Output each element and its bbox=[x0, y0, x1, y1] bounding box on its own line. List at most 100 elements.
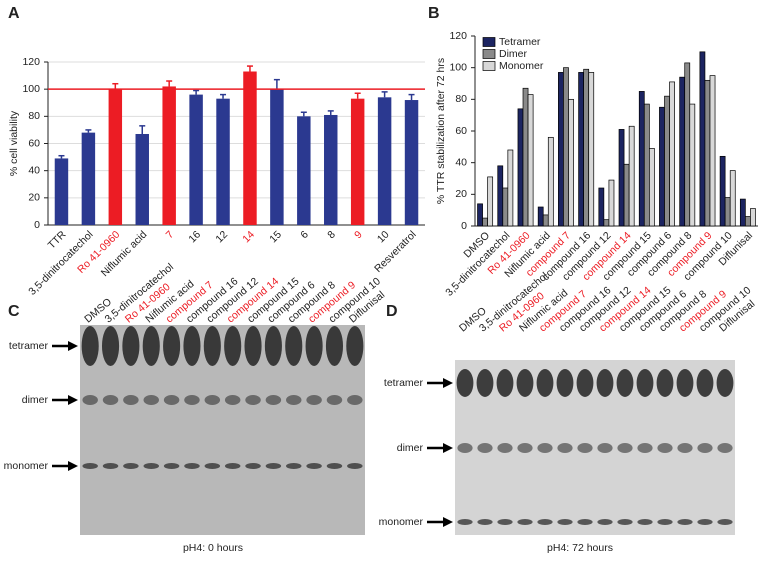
gel-band bbox=[616, 369, 634, 397]
y-tick-label: 120 bbox=[22, 56, 40, 68]
gel-band bbox=[286, 463, 302, 469]
gel-caption: pH4: 72 hours bbox=[547, 542, 613, 554]
gel-band bbox=[556, 369, 574, 397]
gel-band bbox=[457, 519, 473, 525]
bar bbox=[739, 198, 746, 227]
gel-band bbox=[476, 369, 494, 397]
bar bbox=[497, 165, 504, 227]
gel-band bbox=[285, 326, 303, 366]
gel-band bbox=[306, 463, 322, 469]
y-tick-label: 80 bbox=[455, 93, 467, 105]
gel-band bbox=[204, 395, 221, 405]
arrow-head bbox=[443, 517, 453, 527]
x-tick-label: 12 bbox=[213, 228, 230, 245]
legend-swatch bbox=[482, 61, 496, 71]
gel-band bbox=[326, 395, 343, 405]
gel-band bbox=[456, 369, 474, 397]
bar bbox=[522, 87, 529, 227]
gel-band bbox=[677, 443, 693, 453]
gel-band bbox=[557, 519, 573, 525]
gel-band bbox=[245, 395, 261, 405]
bar bbox=[709, 75, 716, 227]
bar bbox=[350, 98, 365, 225]
gel-band bbox=[102, 395, 119, 405]
x-tick-label: 6 bbox=[298, 228, 311, 241]
gel-band bbox=[224, 463, 241, 469]
gel-background bbox=[80, 325, 365, 535]
bar bbox=[482, 217, 488, 227]
bar bbox=[324, 114, 338, 225]
y-tick-label: 120 bbox=[449, 30, 467, 42]
bar bbox=[724, 197, 731, 227]
gel-band bbox=[657, 519, 673, 525]
x-tick-label: 15 bbox=[267, 228, 284, 245]
legend-swatch bbox=[482, 37, 496, 47]
gel-band bbox=[163, 463, 180, 469]
x-tick-label: 7 bbox=[164, 228, 177, 241]
gel-band bbox=[265, 395, 282, 405]
legend-label: Monomer bbox=[499, 60, 544, 72]
gel-band bbox=[123, 463, 139, 469]
arrow-head bbox=[68, 461, 78, 471]
y-axis-title: % cell viability bbox=[8, 110, 20, 176]
gel-band bbox=[577, 519, 593, 525]
gel-band bbox=[346, 326, 364, 366]
row-label: dimer bbox=[397, 442, 424, 454]
gel-band bbox=[286, 395, 302, 405]
legend-label: Tetramer bbox=[499, 36, 541, 48]
bar bbox=[659, 106, 665, 227]
gel-band bbox=[557, 443, 573, 453]
gel-band bbox=[184, 463, 200, 469]
gel-band bbox=[677, 519, 693, 525]
gel-band bbox=[457, 443, 473, 453]
gel-band bbox=[245, 463, 261, 469]
x-tick-label: TTR bbox=[46, 228, 69, 251]
bar bbox=[377, 97, 392, 225]
gel-band bbox=[617, 443, 633, 453]
gel-band bbox=[143, 395, 159, 405]
gel-band bbox=[347, 463, 363, 469]
y-tick-label: 0 bbox=[34, 219, 40, 231]
bar bbox=[563, 67, 569, 227]
y-tick-label: 40 bbox=[455, 156, 467, 168]
gel-band bbox=[244, 326, 262, 366]
gel-band bbox=[184, 395, 200, 405]
gel-band bbox=[636, 369, 654, 397]
bar bbox=[750, 208, 756, 227]
row-label: tetramer bbox=[384, 377, 424, 389]
gel-band bbox=[325, 326, 344, 366]
x-tick-label: 16 bbox=[186, 228, 203, 245]
bar bbox=[189, 94, 203, 225]
gel-band bbox=[224, 326, 242, 366]
bar bbox=[527, 94, 534, 227]
gel-band bbox=[576, 369, 594, 397]
legend-label: Dimer bbox=[499, 48, 528, 60]
gel-band bbox=[577, 443, 593, 453]
gel-band bbox=[597, 519, 613, 525]
y-tick-label: 0 bbox=[461, 220, 467, 232]
arrow-head bbox=[68, 395, 78, 405]
bar bbox=[243, 71, 257, 225]
row-label: dimer bbox=[22, 394, 49, 406]
gel-band bbox=[203, 326, 221, 366]
gel-band bbox=[122, 326, 140, 366]
x-tick-label: 9 bbox=[352, 228, 365, 241]
arrow-head bbox=[443, 378, 453, 388]
gel-band bbox=[163, 326, 181, 366]
bar bbox=[487, 176, 494, 227]
gel-band bbox=[516, 369, 534, 397]
gel-band bbox=[183, 326, 201, 366]
gel-band bbox=[676, 369, 694, 397]
bar bbox=[547, 136, 554, 227]
gel-band bbox=[657, 443, 673, 453]
gel-band bbox=[717, 519, 733, 525]
bar bbox=[502, 187, 509, 227]
bar bbox=[270, 89, 284, 226]
x-tick-label: 10 bbox=[375, 228, 392, 245]
bar bbox=[608, 179, 615, 227]
gel-band bbox=[496, 369, 514, 397]
bar bbox=[603, 219, 610, 227]
bar bbox=[638, 91, 645, 227]
bar bbox=[684, 62, 691, 227]
